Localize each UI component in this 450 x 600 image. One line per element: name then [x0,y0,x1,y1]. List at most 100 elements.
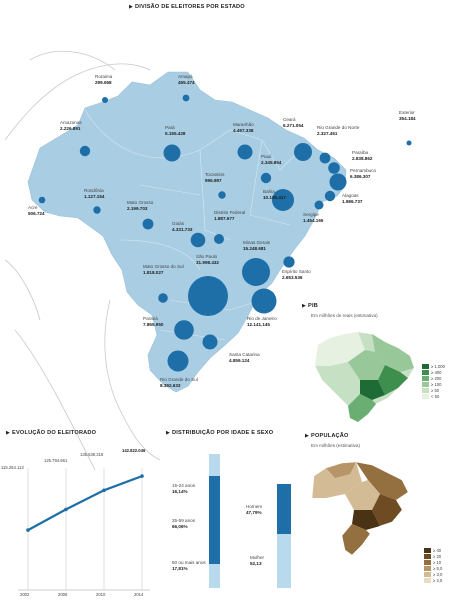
evolucao-point-3 [140,474,144,478]
bubble-roraima [102,97,108,103]
bubble-tocantins [218,191,226,199]
pib-sp [360,380,385,400]
pop-legend-swatch-0 [424,548,431,553]
bubble-minas-gerais [242,258,270,286]
pop-legend-label-3: ≥ 5,0 [433,566,443,571]
label-santa-catarina: Santa Catarina 4.859.124 [229,352,260,363]
age-bar-25-59 [209,476,220,564]
bubble-alagoas [324,190,336,202]
label-mato-grosso: Mato Grosso 2.199.703 [127,200,154,211]
pib-legend-swatch-0 [422,364,429,369]
bubble-sergipe [314,200,324,210]
pop-northeast [356,462,408,500]
pib-center [348,350,385,380]
pib-legend-label-5: < 50 [431,394,440,399]
pop-sp [352,510,380,530]
pop-legend-swatch-3 [424,566,431,571]
age-bar [209,454,220,588]
pop-legend-swatch-5 [424,578,431,583]
evolucao-point-1 [64,507,68,512]
label-goias: Goiás 4.331.733 [172,221,193,232]
bubble-santa-catarina [202,334,218,350]
pib-subtitle: Em milhões de reais (estimativa) [311,313,378,318]
evolucao-value-2: 135.539.318 [80,452,104,457]
bubble-exterior [406,140,412,146]
label-tocantins: Tocantins 996.897 [205,172,225,183]
label-exterior: Exterior 354.184 [399,110,416,121]
evolucao-point-2 [102,488,106,493]
bubble-paraiba [328,162,340,174]
label-maranhao: Maranhão 4.497.338 [233,122,254,133]
label-minas-gerais: Minas Gerais 15.248.681 [243,240,271,251]
age-label-1: 25-59 anos 66,06% [172,518,195,529]
pib-northeast [372,334,414,372]
bubble-maranhao [237,144,253,160]
bubble-df [214,234,224,244]
label-roraima: Roraima 299.658 [95,74,113,85]
pib-legend-label-4: ≥ 50 [431,388,440,393]
label-sergipe: Sergipe 1.454.165 [303,212,324,223]
bubble-amapa [182,94,190,102]
populacao-title: ▶ POPULAÇÃO [305,433,349,439]
evolucao-x-3: 2014 [134,592,144,597]
bubble-para [163,144,181,162]
label-rgn: Rio Grande do Norte 2.327.461 [317,125,360,136]
pop-legend-label-2: ≥ 10 [433,560,442,565]
sex-label-0: Homem 47,79% [246,504,263,515]
label-amapa: Amapá 455.474 [178,74,195,85]
pop-center [345,480,380,510]
pop-south [342,524,370,555]
pop-legend-swatch-1 [424,554,431,559]
label-acre: Acre 506.724 [28,205,45,216]
bubble-mato-grosso-sul [158,293,168,303]
label-amazonas: Amazonas 2.226.891 [60,120,82,131]
label-bahia: Bahia 10.185.417 [263,189,286,200]
bubble-goias [190,232,206,248]
evolucao-x-2: 2010 [96,592,106,597]
pop-legend-label-0: ≥ 40 [433,548,442,553]
main-title: ▶ DIVISÃO DE ELEITORES POR ESTADO [129,4,245,10]
label-sao-paulo: São Paulo 31.998.432 [196,254,219,265]
neighbor-outline [4,50,161,471]
pib-legend-swatch-3 [422,382,429,387]
evolucao-value-0: 115.254.113 [1,465,24,470]
label-df: Distrito Federal 1.887.677 [214,210,246,221]
label-rondonia: Rondônia 1.127.154 [84,188,105,199]
bubble-amazonas [79,145,91,157]
evolucao-value-1: 125.794.661 [44,458,68,463]
bubble-rgn [319,152,331,164]
pop-outline [311,461,409,556]
pib-legend-label-1: ≥ 400 [431,370,442,375]
bubble-mato-grosso [142,218,154,230]
bubble-parana [174,320,194,340]
age-label-0: 15-24 anos 16,14% [172,483,195,494]
label-espirito-santo: Espírito Santo 2.653.536 [282,269,311,280]
pop-legend-label-4: ≥ 3,0 [433,572,443,577]
evolucao-line [27,475,143,532]
bubble-rio-janeiro [251,288,277,314]
populacao-subtitle: Em milhões (estimativa) [311,443,361,448]
label-ceara: Ceará 6.271.054 [283,117,304,128]
age-label-2: 60 ou mais anos 17,81% [172,560,206,571]
bubble-pernambuco [329,173,347,191]
pib-legend-label-3: ≥ 100 [431,382,442,387]
label-paraiba: Paraíba 2.838.862 [352,150,373,161]
state-bubbles [38,94,412,372]
pib-south [348,394,376,422]
label-alagoas: Alagoas 1.986.737 [342,193,363,204]
pib-title: ▶ PIB [302,303,318,309]
bubble-espirito-santo [283,256,295,268]
label-parana: Paraná 7.865.950 [143,316,164,327]
evolucao-x-0: 2002 [20,592,30,597]
sex-bar-homem [277,484,291,534]
bubble-rio-grande-sul [167,350,189,372]
label-rio-janeiro: Rio de Janeiro 12.141.145 [247,316,277,327]
label-piaui: Piauí 2.345.854 [261,154,282,165]
label-para: Pará 5.155.428 [165,125,186,136]
evolucao-title: ▶ EVOLUÇÃO DO ELEITORADO [6,430,97,436]
pib-north [315,332,365,366]
bubble-rondonia [93,206,101,214]
pib-southeast [378,365,408,395]
